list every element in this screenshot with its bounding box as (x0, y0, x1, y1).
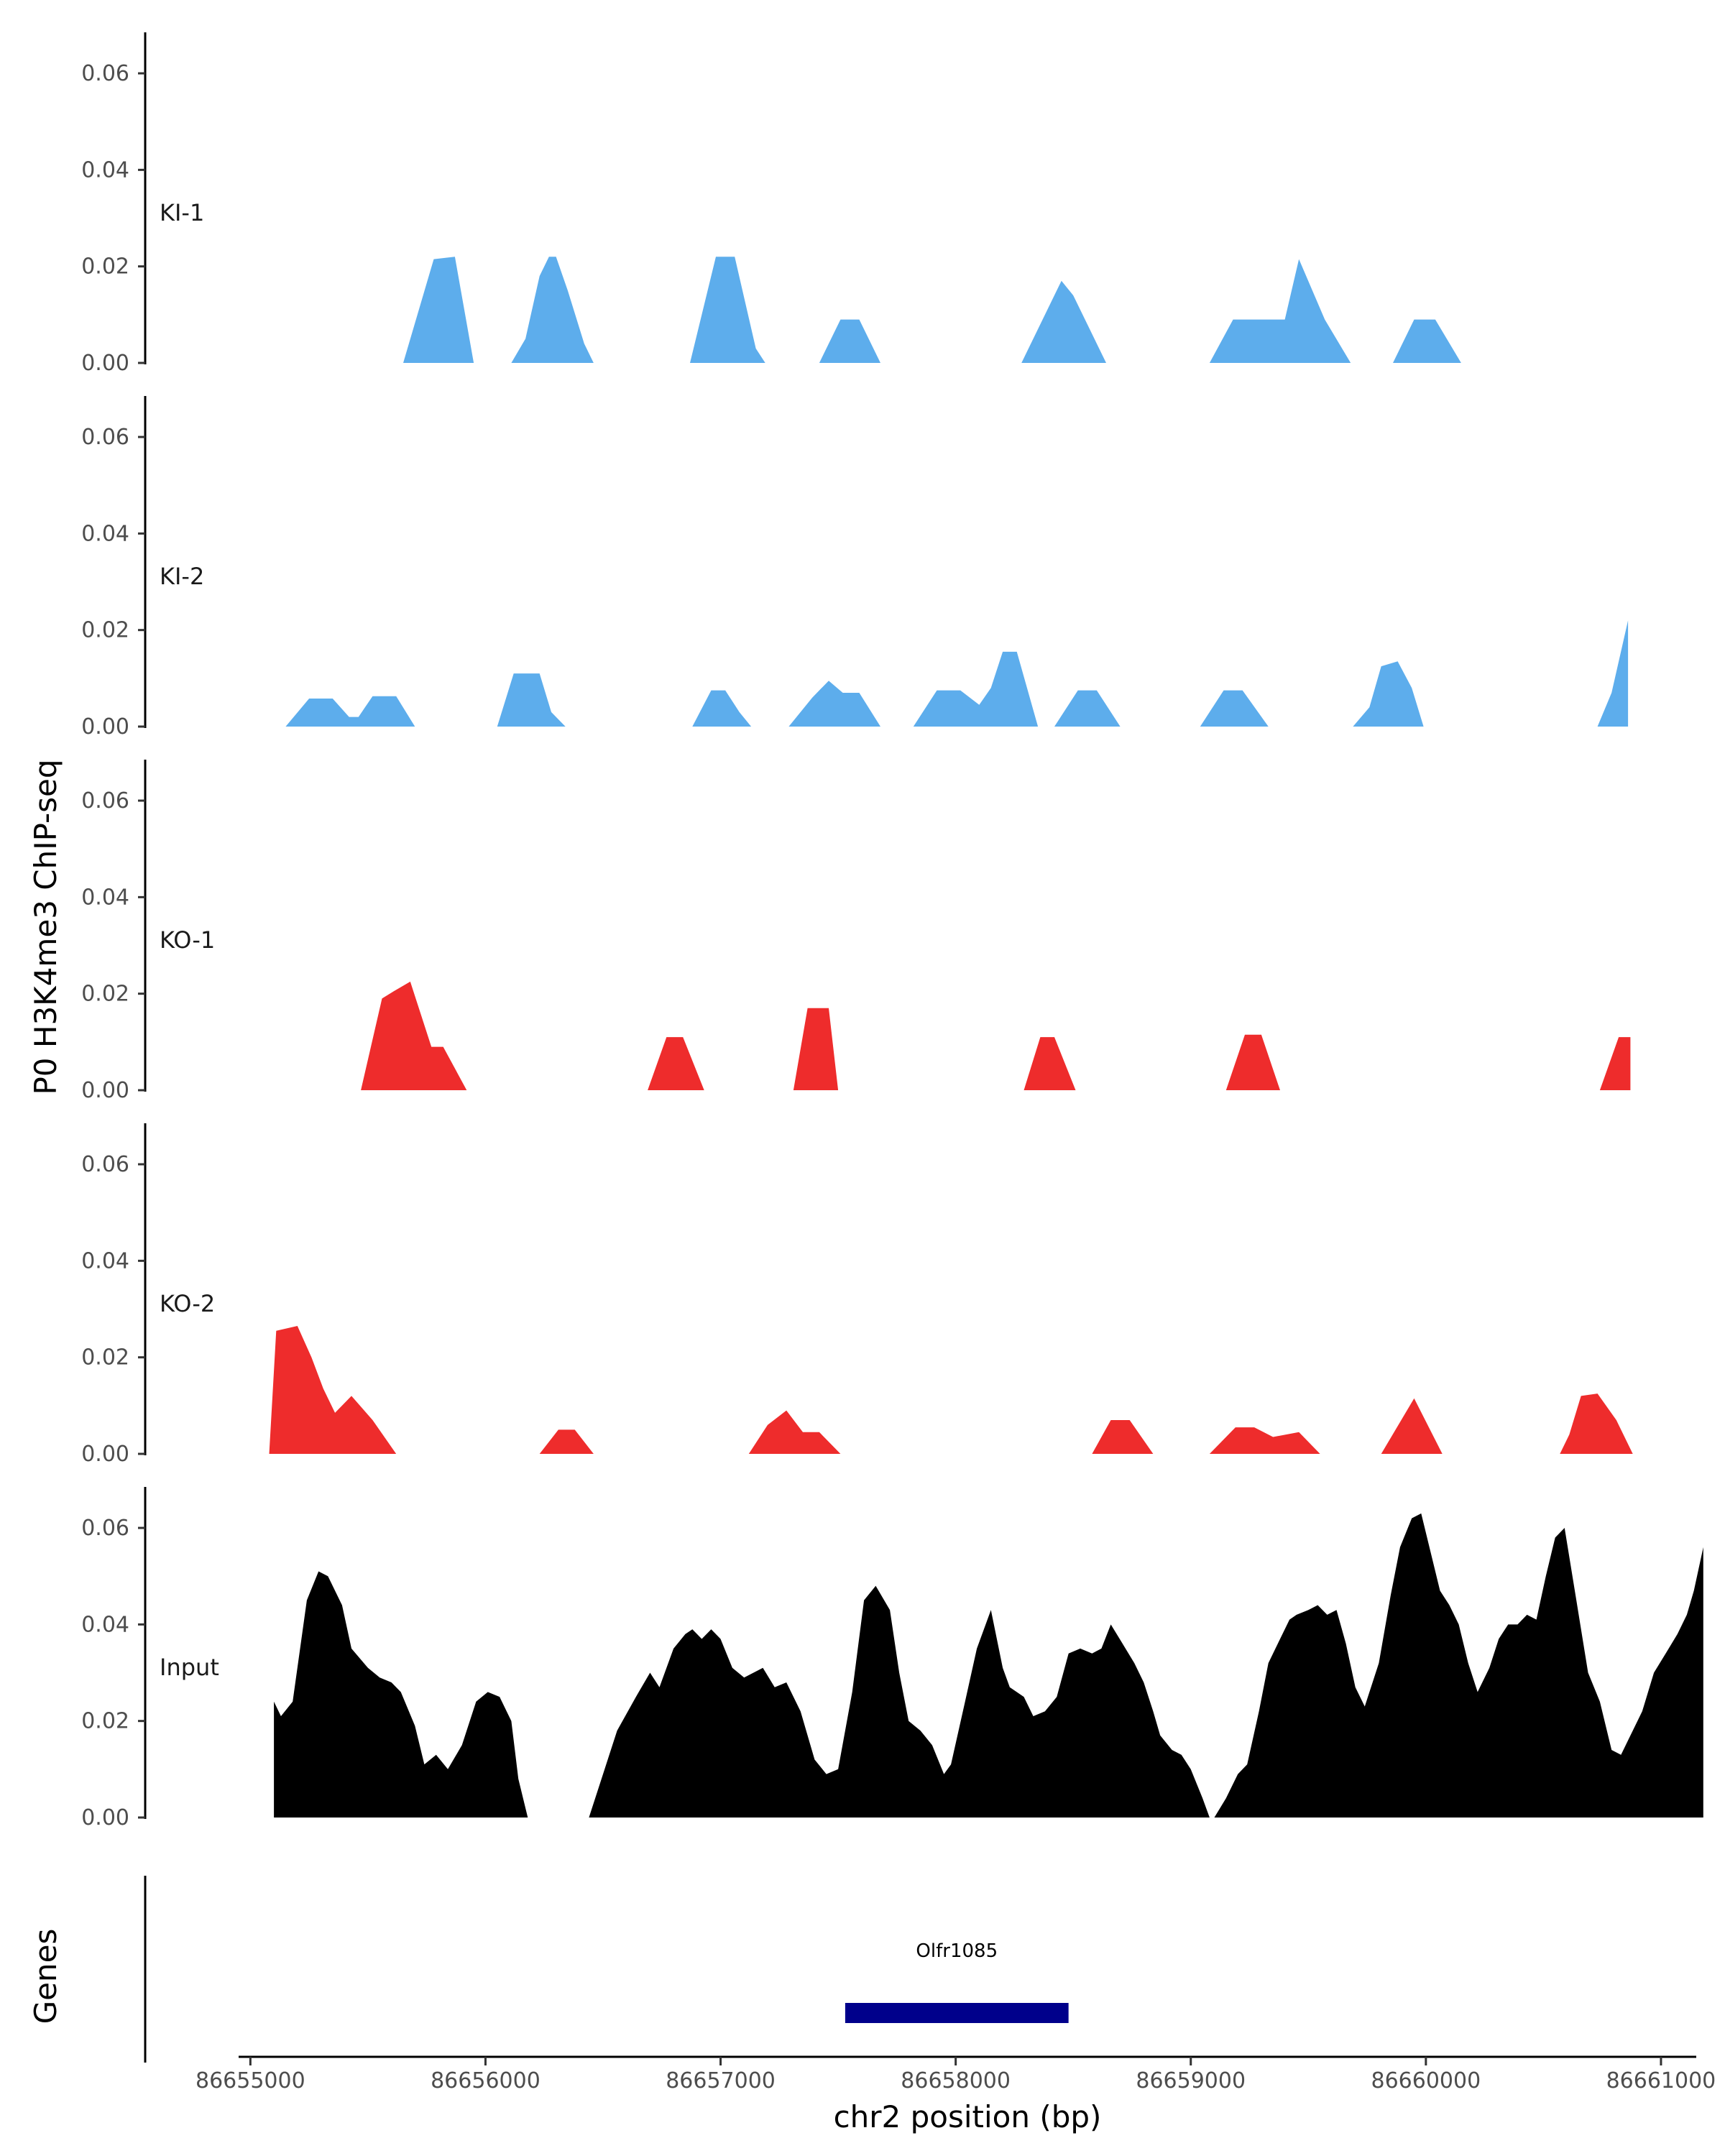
x-tick-label: 86655000 (196, 2068, 305, 2093)
y-tick-label: 0.02 (81, 1709, 129, 1734)
y-tick-label: 0.06 (81, 425, 129, 450)
signal-peak-2 (497, 673, 566, 727)
y-tick-label: 0.04 (81, 157, 129, 183)
signal-peak-5 (913, 651, 1039, 727)
y-tick-label: 0.00 (81, 1078, 129, 1103)
track-label: KO-2 (160, 1290, 215, 1317)
y-tick-label: 0.00 (81, 1442, 129, 1467)
y-tick-label: 0.02 (81, 1345, 129, 1370)
track-label: Input (160, 1654, 219, 1681)
signal-peak-5 (1225, 1034, 1280, 1090)
y-tick-label: 0.06 (81, 1516, 129, 1541)
signal-peak-4 (1092, 1420, 1154, 1454)
y-tick-label: 0.04 (81, 521, 129, 546)
y-tick-label: 0.04 (81, 1612, 129, 1637)
gene-bar (845, 2003, 1069, 2023)
track-label: KI-1 (160, 199, 204, 226)
signal-peak-4 (788, 681, 880, 727)
y-tick-label: 0.00 (81, 351, 129, 376)
signal-peak-5 (1021, 280, 1106, 363)
signal-peak-9 (1597, 620, 1629, 727)
y-tick-label: 0.04 (81, 885, 129, 910)
signal-peak-2 (589, 1585, 1210, 1818)
signal-peak-2 (539, 1429, 594, 1454)
genes-axis-title: Genes (28, 1929, 63, 2024)
x-tick-label: 86656000 (431, 2068, 540, 2093)
signal-peak-4 (819, 319, 880, 363)
signal-peak-1 (274, 1571, 528, 1818)
signal-peak-6 (1209, 259, 1351, 363)
signal-peak-3 (692, 690, 752, 727)
signal-peak-3 (748, 1410, 841, 1454)
signal-peak-2 (511, 257, 594, 363)
signal-peak-1 (361, 981, 467, 1090)
y-tick-label: 0.02 (81, 254, 129, 280)
signal-peak-5 (1209, 1427, 1320, 1454)
signal-peak-6 (1599, 1037, 1631, 1090)
track-ko-2: 0.00 0.02 0.04 0.06 KO-2 (81, 1123, 1633, 1467)
x-tick-label: 86660000 (1371, 2068, 1481, 2093)
track-label: KO-1 (160, 926, 215, 954)
x-axis: 86655000 86656000 86657000 86658000 86659000… (196, 2055, 1716, 2093)
signal-peak-7 (1560, 1393, 1633, 1454)
y-tick-label: 0.04 (81, 1248, 129, 1273)
track-label: KI-2 (160, 563, 204, 590)
track-ki-2: 0.00 0.02 0.04 0.06 KI-2 (81, 396, 1629, 740)
y-tick-label: 0.06 (81, 1152, 129, 1177)
x-tick-label: 86658000 (901, 2068, 1011, 2093)
signal-peak-1 (269, 1326, 397, 1454)
y-tick-label: 0.00 (81, 1805, 129, 1830)
signal-peak-7 (1393, 319, 1461, 363)
y-tick-label: 0.00 (81, 714, 129, 740)
y-tick-label: 0.02 (81, 982, 129, 1007)
signal-peak-8 (1353, 661, 1424, 727)
y-axis-title: P0 H3K4me3 ChIP-seq (28, 759, 63, 1095)
genes-panel: Olfr1085 (144, 1876, 1069, 2063)
signal-peak-3 (1214, 1513, 1703, 1818)
y-tick-label: 0.06 (81, 61, 129, 86)
signal-peak-6 (1381, 1398, 1443, 1454)
track-input: 0.00 0.02 0.04 0.06 Input (81, 1487, 1703, 1830)
signal-peak-6 (1054, 690, 1121, 727)
signal-peak-2 (648, 1037, 704, 1090)
signal-peak-1 (285, 696, 415, 727)
x-tick-label: 86659000 (1136, 2068, 1246, 2093)
signal-peak-1 (403, 257, 474, 363)
y-tick-label: 0.02 (81, 618, 129, 643)
tracks-group: 0.00 0.02 0.04 0.06 KI-1 0.00 0.02 0.04 0.06 KI-2… (81, 32, 1703, 1830)
gene-label: Olfr1085 (916, 1940, 998, 1962)
x-axis-title: chr2 position (bp) (834, 2099, 1102, 2134)
x-tick-label: 86661000 (1606, 2068, 1716, 2093)
signal-peak-7 (1200, 690, 1269, 727)
signal-peak-3 (690, 257, 765, 363)
track-ko-1: 0.00 0.02 0.04 0.06 KO-1 (81, 760, 1631, 1103)
y-tick-label: 0.06 (81, 788, 129, 814)
x-tick-label: 86657000 (666, 2068, 776, 2093)
signal-peak-3 (793, 1008, 839, 1090)
signal-peak-4 (1024, 1037, 1076, 1090)
track-ki-1: 0.00 0.02 0.04 0.06 KI-1 (81, 32, 1461, 376)
